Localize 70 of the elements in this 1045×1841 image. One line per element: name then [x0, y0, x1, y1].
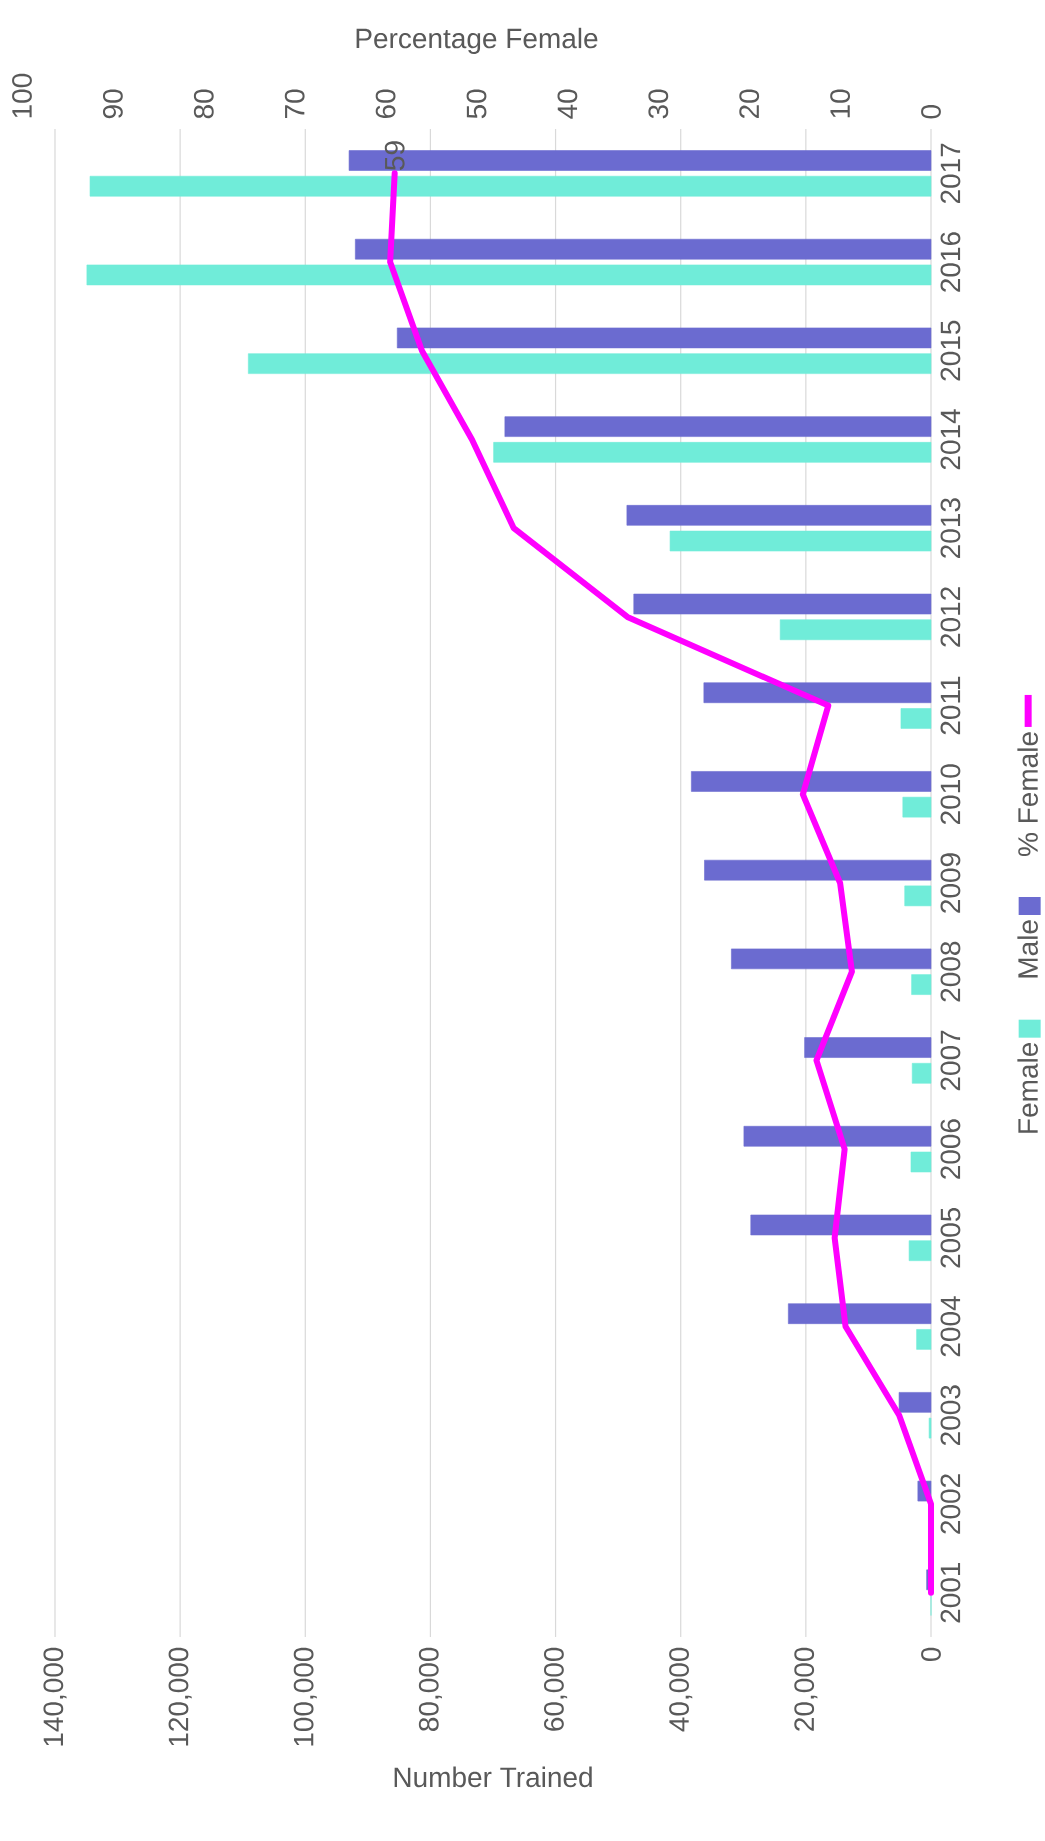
x-tick-label: 0 — [921, 1647, 941, 1662]
legend-label: Female — [1017, 1042, 1038, 1133]
bar — [86, 264, 932, 286]
x2-tick-label: 10 — [830, 89, 851, 118]
bar — [910, 1151, 932, 1173]
legend-label: Male — [1017, 920, 1038, 978]
legend-label: % Female — [1017, 732, 1038, 856]
x2-tick-label: 70 — [284, 89, 305, 119]
x2-tick-label: 40 — [557, 89, 578, 119]
x2-tick-label: 80 — [193, 89, 214, 119]
y-tick-label: 2014 — [940, 409, 961, 470]
bar — [898, 1392, 932, 1413]
bar — [396, 327, 932, 349]
x2-tick-label: 0 — [921, 104, 941, 119]
bar — [504, 416, 932, 437]
y-tick-label: 2006 — [940, 1119, 961, 1179]
y-tick-label: 2009 — [940, 853, 961, 913]
x-tick-label: 100,000 — [293, 1647, 317, 1746]
x-tick-label: 80,000 — [418, 1647, 442, 1731]
bar — [633, 593, 932, 615]
bar — [804, 1037, 932, 1058]
data-label: 59 — [384, 141, 405, 171]
y-tick-label: 2015 — [940, 320, 961, 381]
x-tick-label: 60,000 — [544, 1647, 568, 1731]
y-tick-label: 2004 — [940, 1296, 961, 1357]
bar — [779, 619, 932, 641]
y-tick-label: 2017 — [940, 143, 961, 204]
x2-tick-label: 30 — [648, 89, 669, 119]
y-tick-label: 2003 — [940, 1385, 961, 1445]
bar — [916, 1329, 932, 1350]
bar — [493, 442, 932, 463]
x2-tick-label: 20 — [739, 89, 760, 119]
y-tick-label: 2001 — [940, 1562, 961, 1623]
bar — [704, 859, 932, 881]
x-tick-label: 120,000 — [168, 1647, 192, 1746]
y-tick-label: 2005 — [940, 1207, 961, 1268]
x-tick-label: 20,000 — [794, 1647, 818, 1731]
bar — [908, 1240, 932, 1261]
x-axis-title: Number Trained — [394, 1766, 592, 1788]
y-tick-label: 2013 — [940, 498, 961, 558]
y-tick-label: 2010 — [940, 764, 961, 825]
bar — [355, 238, 932, 260]
bar — [731, 948, 932, 970]
bar — [626, 505, 932, 526]
x2-tick-label: 100 — [12, 73, 32, 118]
bar — [788, 1303, 932, 1324]
bar — [89, 175, 932, 197]
bar — [900, 708, 932, 729]
y-tick-label: 2011 — [940, 676, 961, 735]
bar — [902, 796, 932, 818]
y-tick-label: 2016 — [940, 232, 961, 292]
y-tick-label: 2008 — [940, 941, 961, 1002]
bar — [904, 885, 932, 907]
y-tick-label: 2007 — [940, 1030, 961, 1091]
x2-tick-label: 60 — [375, 89, 396, 119]
bar — [691, 771, 932, 792]
x-tick-label: 140,000 — [43, 1647, 67, 1746]
x2-axis-title: Percentage Female — [356, 27, 598, 54]
bar — [911, 974, 932, 995]
x2-tick-label: 50 — [466, 89, 487, 119]
bar — [669, 530, 932, 552]
y-tick-label: 2012 — [940, 587, 961, 647]
bar — [750, 1214, 932, 1236]
x2-tick-label: 90 — [102, 89, 123, 119]
bar — [911, 1063, 932, 1084]
bar — [743, 1125, 932, 1147]
x-tick-label: 40,000 — [669, 1647, 693, 1732]
bar — [703, 682, 932, 704]
bar — [248, 353, 932, 374]
y-tick-label: 2002 — [940, 1474, 961, 1534]
